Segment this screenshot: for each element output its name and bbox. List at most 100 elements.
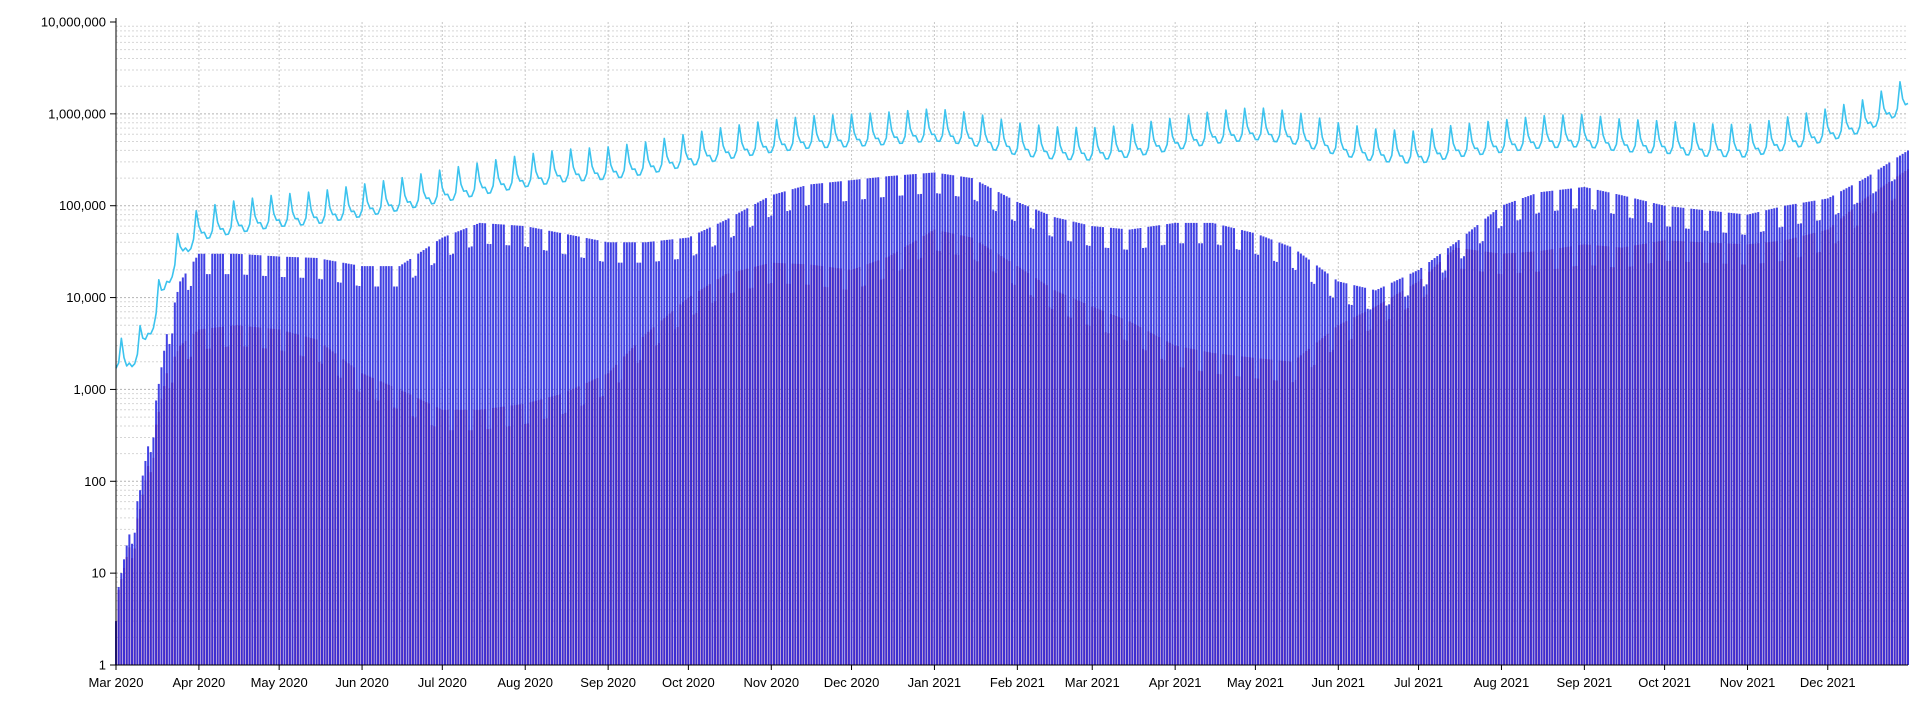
blue-bar bbox=[312, 257, 315, 665]
blue-bar bbox=[1134, 228, 1137, 665]
blue-bar bbox=[1663, 205, 1666, 665]
blue-bar bbox=[583, 257, 586, 665]
blue-bar bbox=[336, 282, 339, 665]
blue-bar bbox=[163, 350, 166, 665]
blue-bar bbox=[441, 237, 444, 665]
blue-bar bbox=[1628, 217, 1631, 665]
blue-bar bbox=[1869, 174, 1872, 666]
blue-bar bbox=[508, 245, 511, 665]
blue-bar bbox=[1727, 212, 1730, 665]
blue-bar bbox=[738, 212, 741, 665]
blue-bar bbox=[1203, 222, 1206, 665]
blue-bar bbox=[1270, 239, 1273, 665]
x-tick-label: Aug 2020 bbox=[497, 675, 553, 690]
blue-bar bbox=[952, 175, 955, 665]
blue-bar bbox=[1767, 209, 1770, 665]
blue-bar bbox=[730, 237, 733, 666]
blue-bar bbox=[1471, 229, 1474, 665]
blue-bar bbox=[294, 257, 297, 665]
blue-bar bbox=[890, 175, 893, 665]
blue-bar bbox=[494, 224, 497, 665]
blue-bar bbox=[1417, 269, 1420, 665]
y-tick-label: 1,000,000 bbox=[48, 106, 106, 121]
blue-bar bbox=[1618, 194, 1621, 665]
blue-bar bbox=[449, 254, 452, 666]
blue-bar bbox=[1631, 218, 1634, 666]
blue-bar bbox=[783, 191, 786, 665]
blue-bar bbox=[1556, 210, 1559, 666]
blue-bar bbox=[1564, 189, 1567, 665]
blue-bar bbox=[288, 256, 291, 665]
blue-bar bbox=[1366, 308, 1369, 665]
blue-bar bbox=[585, 238, 588, 665]
blue-bar bbox=[780, 192, 783, 665]
blue-bar bbox=[1278, 242, 1281, 665]
blue-bar bbox=[1492, 212, 1495, 665]
blue-bar bbox=[1235, 249, 1238, 666]
blue-bar bbox=[1559, 189, 1562, 665]
blue-bar bbox=[1241, 230, 1244, 665]
blue-bar bbox=[909, 174, 912, 665]
blue-bar bbox=[1824, 198, 1827, 665]
blue-bar bbox=[1500, 226, 1503, 665]
blue-bar bbox=[1634, 198, 1637, 665]
blue-bar bbox=[1551, 190, 1554, 665]
blue-bar bbox=[1008, 197, 1011, 665]
blue-bar bbox=[1781, 226, 1784, 666]
blue-bar bbox=[869, 178, 872, 666]
blue-bar bbox=[1791, 204, 1794, 665]
blue-bar bbox=[1171, 223, 1174, 666]
blue-bar bbox=[1158, 225, 1161, 665]
blue-bar bbox=[1184, 222, 1187, 665]
blue-bar bbox=[665, 239, 668, 666]
blue-bar bbox=[286, 256, 289, 665]
blue-bar bbox=[425, 248, 428, 665]
blue-bar bbox=[1583, 186, 1586, 665]
blue-bar bbox=[553, 231, 556, 665]
blue-bar bbox=[350, 264, 353, 665]
blue-bar bbox=[1265, 237, 1268, 665]
blue-bar bbox=[1230, 227, 1233, 666]
blue-bar bbox=[152, 437, 155, 665]
blue-bar bbox=[197, 253, 200, 666]
blue-bar bbox=[398, 266, 401, 665]
blue-bar bbox=[986, 186, 989, 666]
blue-bar bbox=[1513, 200, 1516, 666]
blue-bar bbox=[181, 277, 184, 665]
blue-bar bbox=[160, 367, 163, 665]
blue-bar bbox=[1735, 213, 1738, 665]
blue-bar bbox=[1211, 222, 1214, 665]
x-tick-label: Jan 2021 bbox=[908, 675, 962, 690]
blue-bar bbox=[772, 194, 775, 666]
blue-bar bbox=[377, 286, 380, 665]
blue-bar bbox=[861, 199, 864, 665]
blue-bar bbox=[786, 211, 789, 666]
blue-bar bbox=[1845, 188, 1848, 665]
blue-bar bbox=[805, 205, 808, 665]
blue-bar bbox=[756, 202, 759, 665]
blue-bar bbox=[1615, 194, 1618, 665]
blue-bar bbox=[1503, 204, 1506, 665]
y-tick-label: 1,000 bbox=[73, 382, 106, 397]
blue-bar bbox=[1088, 245, 1091, 665]
blue-bar bbox=[1401, 277, 1404, 665]
blue-bar bbox=[1864, 178, 1867, 665]
blue-bar bbox=[1816, 220, 1819, 665]
blue-bar bbox=[1267, 238, 1270, 665]
blue-bar bbox=[1901, 153, 1904, 665]
blue-bar bbox=[1596, 189, 1599, 666]
blue-bar bbox=[946, 174, 949, 666]
blue-bar bbox=[1832, 195, 1835, 665]
blue-bar bbox=[270, 255, 273, 666]
blue-bar bbox=[430, 265, 433, 665]
blue-bar bbox=[518, 225, 521, 665]
x-tick-label: Aug 2021 bbox=[1474, 675, 1530, 690]
blue-bar bbox=[468, 247, 471, 665]
blue-bar bbox=[401, 264, 404, 665]
blue-bar bbox=[1275, 261, 1278, 665]
blue-bar bbox=[1048, 235, 1051, 665]
blue-bar bbox=[123, 559, 126, 665]
blue-bar bbox=[1150, 226, 1153, 665]
blue-bar bbox=[668, 239, 671, 665]
blue-bar bbox=[366, 266, 369, 665]
